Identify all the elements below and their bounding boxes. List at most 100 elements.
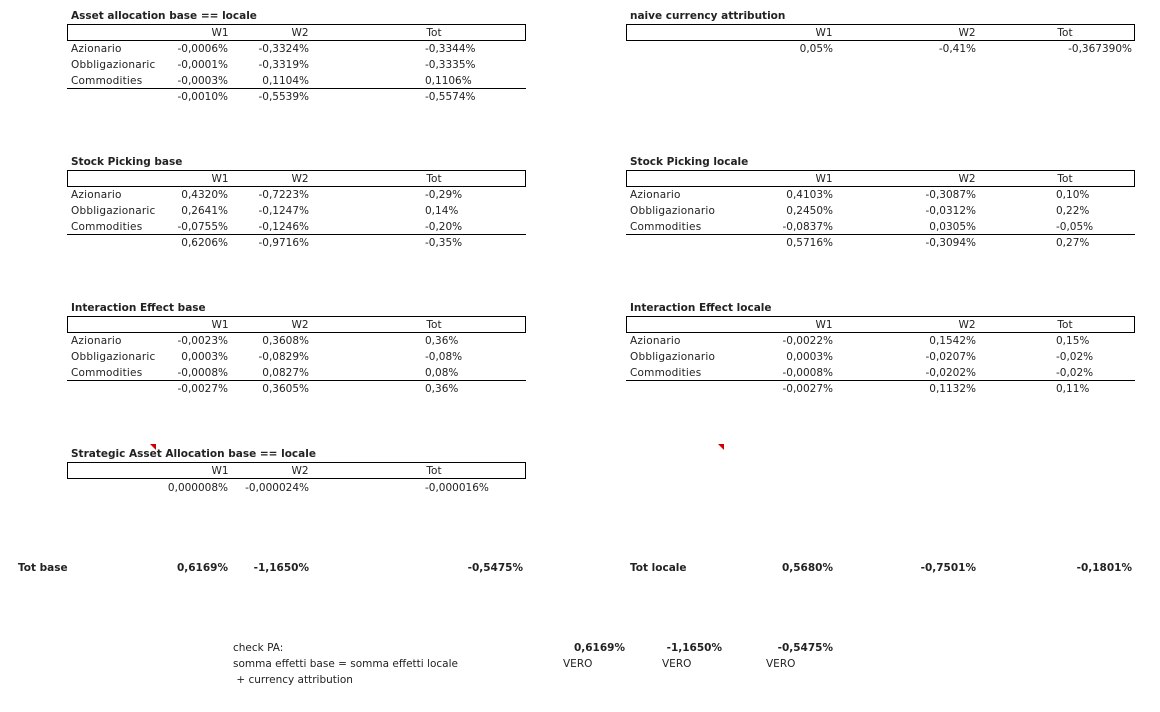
aa-base-header	[67, 24, 526, 41]
saa-col-tot: Tot	[426, 465, 442, 477]
aa-base-title: Asset allocation base == locale	[71, 10, 257, 22]
tot-locale-value: 0,5680%	[781, 562, 833, 574]
naive-col-w2: W2	[958, 27, 976, 39]
aa-base-row-label: Commodities	[71, 75, 143, 87]
sp-base-cell: -0,0755%	[177, 221, 228, 233]
saa-header	[67, 462, 526, 479]
sp-locale-cell: -0,05%	[1056, 221, 1094, 233]
check-value: -0,5475%	[777, 642, 833, 654]
saa-value: -0,000016%	[425, 482, 489, 494]
sp-locale-cell: -0,3087%	[925, 189, 976, 201]
sp-locale-col-w1: W1	[815, 173, 833, 185]
tot-locale-value: -0,7501%	[920, 562, 976, 574]
sp-locale-cell: 0,10%	[1056, 189, 1090, 201]
ie-locale-col-w1: W1	[815, 319, 833, 331]
check-flag: VERO	[563, 658, 593, 670]
ie-base-total: 0,3605%	[262, 383, 309, 395]
sp-base-cell: -0,20%	[425, 221, 463, 233]
sp-base-total-line	[67, 234, 526, 235]
saa-col-w1: W1	[211, 465, 229, 477]
sp-base-cell: -0,1246%	[258, 221, 309, 233]
ie-locale-total-line	[626, 380, 1135, 381]
ie-locale-row-label: Obbligazionario	[630, 351, 716, 363]
sp-base-col-w2: W2	[291, 173, 309, 185]
naive-value: 0,05%	[799, 43, 833, 55]
ie-locale-cell: -0,0202%	[925, 367, 976, 379]
naive-value: -0,367390%	[1068, 43, 1132, 55]
sp-base-cell: -0,29%	[425, 189, 463, 201]
tot-base-label: Tot base	[18, 562, 68, 574]
aa-base-cell: 0,1106%	[425, 75, 472, 87]
sp-locale-title: Stock Picking locale	[630, 156, 749, 168]
sp-locale-col-w2: W2	[958, 173, 976, 185]
saa-title: Strategic Asset Allocation base == local…	[71, 448, 316, 460]
ie-base-cell: 0,0827%	[262, 367, 309, 379]
sp-locale-row-label: Azionario	[630, 189, 681, 201]
sp-base-header	[67, 170, 526, 187]
aa-base-cell: -0,3344%	[425, 43, 476, 55]
ie-locale-cell: -0,02%	[1056, 351, 1094, 363]
naive-col-w1: W1	[815, 27, 833, 39]
ie-locale-total: 0,1132%	[929, 383, 976, 395]
sp-base-title: Stock Picking base	[71, 156, 183, 168]
ie-base-cell: -0,0008%	[177, 367, 228, 379]
ie-base-col-w2: W2	[291, 319, 309, 331]
ie-base-cell: -0,0023%	[177, 335, 228, 347]
ie-locale-total: 0,11%	[1056, 383, 1090, 395]
comment-marker-icon[interactable]	[718, 444, 724, 450]
sp-base-total: 0,6206%	[181, 237, 228, 249]
comment-marker-icon[interactable]	[150, 444, 156, 450]
check-description: somma effetti base = somma effetti local…	[233, 658, 458, 670]
aa-base-total: -0,5574%	[425, 91, 476, 103]
aa-base-cell: -0,3319%	[258, 59, 309, 71]
tot-locale-label: Tot locale	[630, 562, 687, 574]
aa-base-col-tot: Tot	[426, 27, 442, 39]
aa-base-cell: 0,1104%	[262, 75, 309, 87]
sp-base-col-tot: Tot	[426, 173, 442, 185]
aa-base-total: -0,0010%	[177, 91, 228, 103]
sp-locale-row-label: Commodities	[630, 221, 702, 233]
ie-base-cell: 0,0003%	[181, 351, 228, 363]
check-value: 0,6169%	[573, 642, 625, 654]
ie-locale-cell: -0,02%	[1056, 367, 1094, 379]
sp-base-total: -0,35%	[425, 237, 463, 249]
ie-base-title: Interaction Effect base	[71, 302, 206, 314]
ie-locale-cell: 0,1542%	[929, 335, 976, 347]
sp-base-cell: 0,4320%	[181, 189, 228, 201]
aa-base-row-label: Obbligazionaric	[71, 59, 156, 71]
sp-base-row-label: Obbligazionaric	[71, 205, 156, 217]
sp-locale-total: -0,3094%	[925, 237, 976, 249]
sp-base-row-label: Commodities	[71, 221, 143, 233]
ie-base-header	[67, 316, 526, 333]
aa-base-col-w1: W1	[211, 27, 229, 39]
ie-base-cell: 0,3608%	[262, 335, 309, 347]
sp-base-row-label: Azionario	[71, 189, 122, 201]
aa-base-cell: -0,0003%	[177, 75, 228, 87]
ie-base-row-label: Commodities	[71, 367, 143, 379]
sp-locale-header	[626, 170, 1135, 187]
aa-base-cell: -0,0001%	[177, 59, 228, 71]
sp-locale-total: 0,27%	[1056, 237, 1090, 249]
sp-base-cell: 0,14%	[425, 205, 459, 217]
naive-value: -0,41%	[938, 43, 976, 55]
ie-locale-total: -0,0027%	[782, 383, 833, 395]
tot-base-value: 0,6169%	[176, 562, 228, 574]
ie-locale-header	[626, 316, 1135, 333]
ie-base-cell: 0,36%	[425, 335, 459, 347]
ie-base-total-line	[67, 380, 526, 381]
aa-base-col-w2: W2	[291, 27, 309, 39]
ie-locale-cell: -0,0022%	[782, 335, 833, 347]
ie-base-row-label: Obbligazionaric	[71, 351, 156, 363]
aa-base-cell: -0,3335%	[425, 59, 476, 71]
sp-locale-row-label: Obbligazionario	[630, 205, 716, 217]
sp-base-cell: -0,7223%	[258, 189, 309, 201]
tot-locale-value: -0,1801%	[1076, 562, 1132, 574]
sp-locale-cell: 0,4103%	[786, 189, 833, 201]
tot-base-value: -1,1650%	[253, 562, 309, 574]
aa-base-total-line	[67, 88, 526, 89]
saa-value: -0,000024%	[245, 482, 309, 494]
sp-locale-cell: 0,22%	[1056, 205, 1090, 217]
ie-locale-row-label: Azionario	[630, 335, 681, 347]
naive-title: naive currency attribution	[630, 10, 786, 22]
ie-base-total: -0,0027%	[177, 383, 228, 395]
